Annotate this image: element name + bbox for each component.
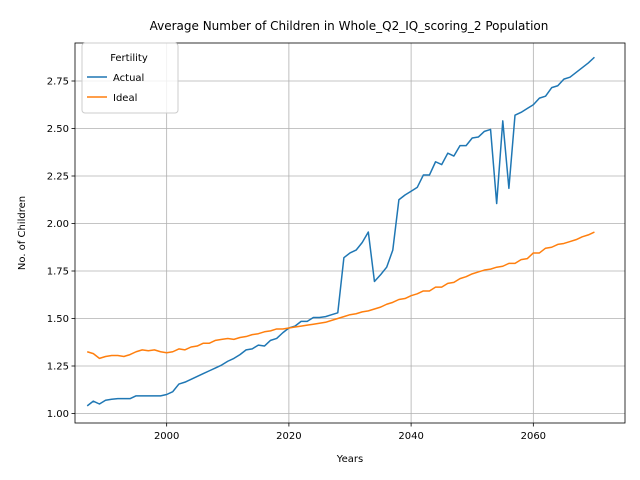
x-tick-label: 2040 <box>398 431 423 442</box>
y-axis: 1.00 1.25 1.50 1.75 2.00 2.25 2.50 2.75 <box>47 77 75 420</box>
legend-label-actual: Actual <box>113 73 144 84</box>
y-tick-label: 2.00 <box>47 219 69 230</box>
y-tick-label: 2.25 <box>47 172 69 183</box>
plot-area-frame <box>74 42 626 424</box>
x-tick-label: 2060 <box>521 431 546 442</box>
x-tick-label: 2020 <box>276 431 301 442</box>
legend-title: Fertility <box>110 53 148 64</box>
series-lines <box>86 56 595 407</box>
x-axis-label: Years <box>336 454 363 465</box>
chart-title: Average Number of Children in Whole_Q2_I… <box>150 19 549 33</box>
y-tick-label: 1.75 <box>47 267 69 278</box>
y-axis-label: No. of Children <box>17 196 28 270</box>
legend-box <box>81 42 179 114</box>
x-axis: 2000 2020 2040 2060 <box>154 423 546 442</box>
y-tick-label: 2.75 <box>47 77 69 88</box>
legend-label-ideal: Ideal <box>113 93 137 104</box>
series-line-ideal <box>86 231 595 360</box>
y-tick-label: 2.50 <box>47 124 69 135</box>
y-tick-label: 1.00 <box>47 409 69 420</box>
y-tick-label: 1.25 <box>47 362 69 373</box>
y-tick-label: 1.50 <box>47 314 69 325</box>
series-line-actual <box>86 56 595 407</box>
legend: Fertility Actual Ideal <box>81 42 179 114</box>
x-tick-label: 2000 <box>154 431 179 442</box>
